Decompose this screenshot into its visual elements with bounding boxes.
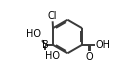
Text: HO: HO [45,51,60,61]
Text: Cl: Cl [48,11,57,21]
Text: HO: HO [26,29,41,39]
Text: O: O [86,52,93,62]
Text: OH: OH [95,40,110,50]
Text: B: B [42,40,48,50]
